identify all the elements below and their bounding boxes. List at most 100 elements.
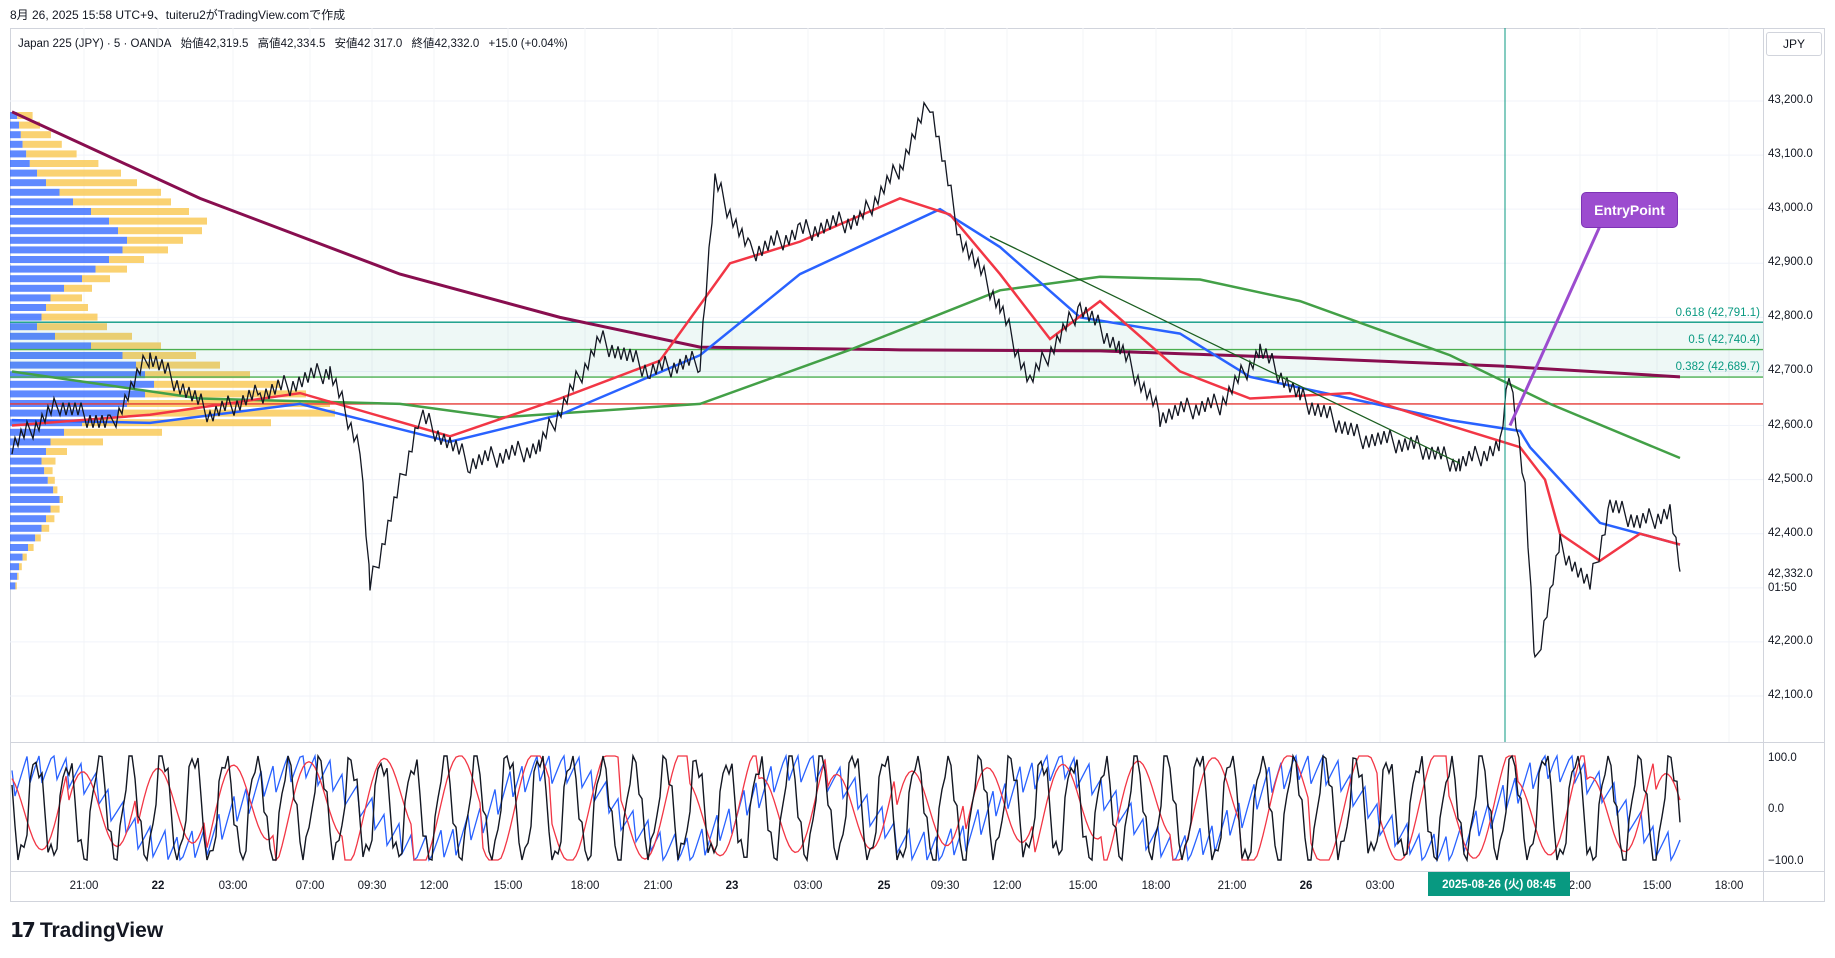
volume-bar-yellow bbox=[118, 227, 202, 235]
volume-bar-yellow bbox=[82, 419, 271, 427]
volume-bar-yellow bbox=[50, 294, 82, 302]
osc-red-line bbox=[11, 755, 1681, 862]
volume-bar-yellow bbox=[91, 208, 189, 215]
last-price-label: 42,332.0 bbox=[1768, 568, 1813, 580]
volume-bar-blue bbox=[10, 476, 48, 484]
volume-bar-yellow bbox=[46, 304, 88, 311]
price-axis-label: 42,800.0 bbox=[1768, 310, 1813, 323]
price-axis-divider bbox=[1763, 28, 1764, 902]
volume-bar-yellow bbox=[109, 256, 144, 263]
annotations bbox=[989, 28, 1602, 742]
chart-grid bbox=[10, 28, 1763, 742]
volume-bar-blue bbox=[10, 169, 37, 177]
volume-bar-yellow bbox=[127, 236, 183, 244]
volume-bar-yellow bbox=[136, 361, 220, 369]
time-axis-label: 18:00 bbox=[1141, 880, 1171, 892]
volume-bar-blue bbox=[10, 284, 64, 292]
oscillator-divider bbox=[10, 742, 1825, 743]
volume-bar-yellow bbox=[64, 428, 162, 436]
volume-bar-yellow bbox=[154, 380, 280, 388]
currency-selector[interactable]: JPY bbox=[1766, 32, 1822, 56]
time-axis-label: 03:00 bbox=[793, 880, 823, 892]
volume-bar-blue bbox=[10, 121, 19, 129]
price-axis-label: 42,700.0 bbox=[1768, 364, 1813, 377]
fib-0618-label: 0.618 (42,791.1) bbox=[1675, 307, 1760, 319]
volume-bar-blue bbox=[10, 352, 123, 359]
time-axis-label: 22 bbox=[151, 880, 165, 892]
time-axis-label: 09:30 bbox=[930, 880, 960, 892]
volume-bar-yellow bbox=[50, 505, 60, 513]
brand-name: TradingView bbox=[39, 918, 164, 942]
volume-bar-blue bbox=[10, 572, 18, 580]
osc-axis-neg100: −100.0 bbox=[1768, 855, 1804, 867]
volume-bar-blue bbox=[10, 198, 73, 206]
volume-bar-yellow bbox=[46, 179, 137, 187]
volume-bar-blue bbox=[10, 390, 145, 398]
volume-bar-blue bbox=[10, 208, 91, 215]
price-line bbox=[11, 100, 1681, 659]
volume-bar-yellow bbox=[17, 572, 19, 580]
time-axis-label: 03:00 bbox=[218, 880, 248, 892]
volume-bar-blue bbox=[10, 361, 136, 369]
price-axis-label: 42,100.0 bbox=[1768, 689, 1813, 701]
entry-pointer-line bbox=[1508, 225, 1602, 427]
oscillator-pane bbox=[11, 753, 1681, 863]
volume-bar-blue bbox=[10, 534, 36, 542]
volume-bar-yellow bbox=[95, 265, 127, 273]
entry-point-label[interactable]: EntryPoint bbox=[1582, 193, 1677, 227]
volume-bar-blue bbox=[10, 409, 118, 417]
price-axis-label: 42,600.0 bbox=[1768, 418, 1813, 431]
volume-bar-blue bbox=[10, 227, 118, 235]
volume-bar-yellow bbox=[59, 496, 63, 503]
volume-bar-yellow bbox=[91, 342, 161, 350]
volume-bar-yellow bbox=[55, 332, 132, 340]
volume-bar-blue bbox=[10, 294, 51, 302]
time-axis-label: 18:00 bbox=[570, 880, 600, 892]
volume-bar-yellow bbox=[64, 284, 92, 292]
volume-bar-blue bbox=[10, 140, 23, 148]
volume-bar-blue bbox=[10, 515, 46, 523]
volume-bar-blue bbox=[10, 371, 145, 379]
volume-bar-blue bbox=[10, 563, 19, 571]
volume-bar-yellow bbox=[53, 486, 58, 494]
cursor-time-label: 2025-08-26 (火) 08:45 bbox=[1428, 872, 1570, 896]
symbol-name[interactable]: Japan 225 (JPY) · 5 · OANDA bbox=[18, 38, 172, 50]
volume-bar-blue bbox=[10, 150, 27, 158]
volume-bar-yellow bbox=[35, 534, 41, 542]
time-axis-label: 15:00 bbox=[1068, 880, 1098, 892]
volume-bar-blue bbox=[10, 496, 60, 503]
volume-bar-yellow bbox=[145, 390, 306, 398]
tradingview-logo[interactable]: 𝟭𝟳 TradingView bbox=[10, 918, 163, 943]
osc-axis-100: 100.0 bbox=[1768, 752, 1797, 764]
volume-bar-blue bbox=[10, 380, 154, 388]
volume-bar-yellow bbox=[19, 563, 22, 571]
volume-bar-blue bbox=[10, 524, 42, 532]
volume-bar-blue bbox=[10, 505, 51, 513]
volume-bar-yellow bbox=[122, 352, 196, 359]
volume-bar-blue bbox=[10, 217, 109, 225]
time-axis-label: 21:00 bbox=[69, 880, 99, 892]
time-axis-label: 15:00 bbox=[1642, 880, 1672, 892]
volume-bar-yellow bbox=[37, 169, 121, 177]
volume-bar-yellow bbox=[73, 198, 171, 206]
osc-axis-0: 0.0 bbox=[1768, 803, 1784, 815]
time-axis-label: 25 bbox=[877, 880, 891, 892]
open-value: 始値42,319.5 bbox=[180, 38, 249, 50]
time-axis-label: 09:30 bbox=[357, 880, 387, 892]
time-axis-label: 2:00 bbox=[1568, 880, 1592, 892]
volume-bar-yellow bbox=[44, 467, 53, 475]
volume-bar-blue bbox=[10, 265, 96, 273]
ema-blue-line bbox=[11, 207, 1681, 546]
chart-caption: 8月 26, 2025 15:58 UTC+9、tuiteru2がTrading… bbox=[10, 8, 346, 22]
volume-bar-yellow bbox=[20, 131, 51, 139]
volume-bar-yellow bbox=[19, 121, 40, 129]
volume-bar-blue bbox=[10, 467, 45, 475]
time-axis-label: 12:00 bbox=[419, 880, 449, 892]
ema-red-line bbox=[11, 197, 1681, 563]
volume-bar-blue bbox=[10, 236, 127, 244]
ma-maroon-line bbox=[11, 110, 1681, 379]
volume-bar-yellow bbox=[109, 217, 207, 225]
volume-bar-blue bbox=[10, 486, 54, 494]
volume-bar-yellow bbox=[82, 275, 110, 283]
